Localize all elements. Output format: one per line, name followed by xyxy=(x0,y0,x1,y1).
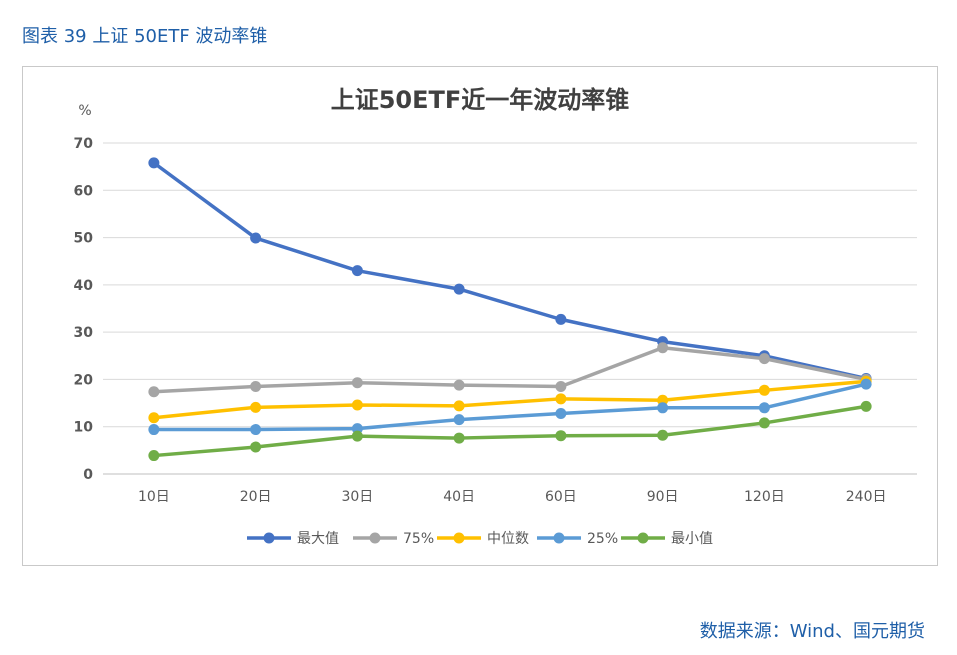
series-line xyxy=(153,382,867,432)
data-point xyxy=(351,265,363,277)
series-line xyxy=(153,404,867,458)
legend-label: 最大值 xyxy=(297,531,339,547)
series-0 xyxy=(148,157,872,384)
data-point xyxy=(148,424,160,436)
series-line xyxy=(153,379,867,420)
y-tick-label: 0 xyxy=(83,467,93,483)
legend-swatch-marker xyxy=(369,532,381,544)
data-point xyxy=(351,423,363,435)
legend-swatch-marker xyxy=(453,532,465,544)
x-tick-label: 90日 xyxy=(647,489,679,505)
data-point xyxy=(453,414,465,426)
y-tick-label: 50 xyxy=(74,231,94,247)
legend-swatch-marker xyxy=(263,532,275,544)
legend-label: 75% xyxy=(403,531,434,547)
data-point xyxy=(351,377,363,389)
data-point xyxy=(250,441,262,453)
y-tick-label: 20 xyxy=(74,372,94,388)
data-point xyxy=(351,430,363,442)
gridlines xyxy=(103,142,917,475)
legend: 最大值 75% 中位数 25% 最小值 xyxy=(247,531,713,547)
y-tick-label: 60 xyxy=(74,183,94,199)
x-axis-ticks: 10日 20日 30日 40日 60日 90日 120日 240日 xyxy=(138,489,887,505)
legend-swatch-marker xyxy=(553,532,565,544)
legend-item: 最小值 xyxy=(621,531,713,547)
x-tick-label: 240日 xyxy=(846,489,887,505)
legend-label: 中位数 xyxy=(487,531,529,547)
data-point xyxy=(657,429,669,441)
legend-item: 中位数 xyxy=(437,531,529,547)
legend-swatch-marker xyxy=(637,532,649,544)
y-tick-label: 30 xyxy=(74,325,94,341)
series-2 xyxy=(148,375,872,424)
data-point xyxy=(860,378,872,390)
data-point xyxy=(555,407,567,419)
data-point xyxy=(657,402,669,414)
x-tick-label: 40日 xyxy=(443,489,475,505)
x-tick-label: 60日 xyxy=(545,489,577,505)
data-point xyxy=(250,381,262,393)
data-point xyxy=(657,394,669,406)
legend-label: 25% xyxy=(587,531,618,547)
data-point xyxy=(250,401,262,413)
x-tick-label: 120日 xyxy=(744,489,785,505)
legend-item: 25% xyxy=(537,531,618,547)
series-lines xyxy=(148,157,872,462)
y-tick-label: 40 xyxy=(74,278,94,294)
series-3 xyxy=(148,378,872,436)
data-point xyxy=(758,402,770,414)
data-point xyxy=(860,400,872,412)
chart-frame: 上证50ETF近一年波动率锥 % 0 10 20 30 40 50 60 70 10日 20日 3… xyxy=(22,66,938,566)
data-point xyxy=(555,313,567,325)
chart-title: 上证50ETF近一年波动率锥 xyxy=(331,86,630,114)
x-tick-label: 30日 xyxy=(341,489,373,505)
source-note: 数据来源：Wind、国元期货 xyxy=(699,621,925,642)
data-point xyxy=(758,417,770,429)
legend-label: 最小值 xyxy=(671,531,713,547)
data-point xyxy=(453,379,465,391)
y-axis-ticks: 0 10 20 30 40 50 60 70 xyxy=(74,136,94,483)
y-axis-unit-label: % xyxy=(78,103,91,119)
data-point xyxy=(555,381,567,393)
data-point xyxy=(148,386,160,398)
data-point xyxy=(250,424,262,436)
y-tick-label: 70 xyxy=(74,136,94,152)
series-line xyxy=(153,345,867,394)
data-point xyxy=(758,353,770,365)
line-chart: 上证50ETF近一年波动率锥 % 0 10 20 30 40 50 60 70 10日 20日 3… xyxy=(74,86,917,547)
data-point xyxy=(148,450,160,462)
data-point xyxy=(148,157,160,169)
data-point xyxy=(351,399,363,411)
data-point xyxy=(453,400,465,412)
data-point xyxy=(758,384,770,396)
series-line xyxy=(152,161,867,381)
data-point xyxy=(148,412,160,424)
data-point xyxy=(555,430,567,442)
x-tick-label: 20日 xyxy=(240,489,272,505)
data-point xyxy=(453,283,465,295)
series-4 xyxy=(148,400,872,462)
data-point xyxy=(555,393,567,405)
x-tick-label: 10日 xyxy=(138,489,170,505)
y-tick-label: 10 xyxy=(74,420,94,436)
data-point xyxy=(657,342,669,354)
legend-item: 75% xyxy=(353,531,434,547)
data-point xyxy=(250,232,262,244)
legend-item: 最大值 xyxy=(247,531,339,547)
figure-caption: 图表 39 上证 50ETF 波动率锥 xyxy=(22,26,268,47)
data-point xyxy=(453,432,465,444)
